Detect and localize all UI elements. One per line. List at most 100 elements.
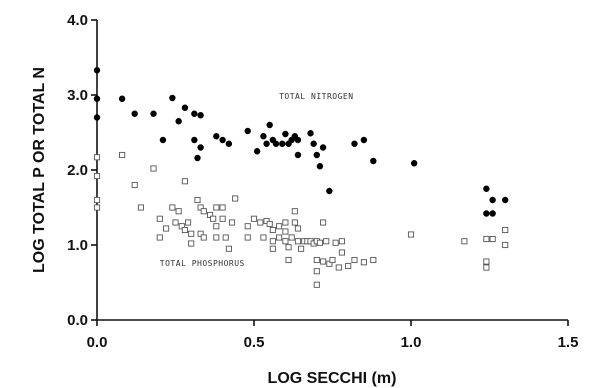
phosphorus-point [320, 258, 327, 265]
y-tick-label: 4.0 [67, 12, 88, 29]
phosphorus-point [338, 249, 345, 256]
phosphorus-point [93, 154, 101, 161]
nitrogen-point [307, 130, 314, 137]
phosphorus-point [197, 230, 204, 237]
phosphorus-point [276, 234, 283, 241]
phosphorus-point [345, 262, 352, 270]
phosphorus-point [156, 234, 163, 241]
x-axis-title: LOG SECCHI (m) [268, 370, 397, 387]
nitrogen-point [410, 160, 418, 167]
nitrogen-point [489, 196, 496, 204]
nitrogen-point [272, 140, 280, 147]
nitrogen-point [319, 144, 327, 151]
nitrogen-point [219, 136, 226, 144]
phosphorus-point [188, 230, 195, 237]
phosphorus-point [200, 208, 207, 215]
phosphorus-point [210, 215, 217, 222]
phosphorus-point [335, 264, 342, 271]
phosphorus-point [156, 215, 163, 222]
nitrogen-point [191, 110, 198, 117]
nitrogen-point [131, 110, 138, 117]
phosphorus-point [244, 234, 251, 241]
phosphorus-point [276, 223, 283, 230]
phosphorus-point [291, 208, 298, 215]
nitrogen-point [191, 136, 198, 144]
phosphorus-point [178, 223, 185, 230]
nitrogen-point [370, 157, 377, 165]
phosphorus-point [316, 239, 323, 246]
phosphorus-point [502, 226, 509, 234]
phosphorus-point [93, 172, 101, 180]
nitrogen-point [294, 136, 302, 144]
phosphorus-point [291, 219, 298, 226]
phosphorus-point [131, 181, 138, 189]
phosphorus-point [213, 204, 220, 211]
phosphorus-point [461, 238, 468, 245]
nitrogen-point [483, 210, 490, 217]
phosphorus-point [502, 241, 509, 249]
y-tick-label: 3.0 [67, 87, 88, 104]
phosphorus-point [298, 245, 305, 252]
nitrogen-point [93, 67, 101, 74]
annotations: TOTAL NITROGEN TOTAL PHOSPHORUS [160, 92, 353, 268]
series-annotation: TOTAL NITROGEN [279, 92, 353, 101]
phosphorus-point [320, 219, 327, 226]
phosphorus-point [93, 196, 101, 204]
phosphorus-point [338, 238, 345, 245]
nitrogen-point [159, 136, 167, 144]
phosphorus-point [219, 215, 226, 222]
phosphorus-point [483, 264, 490, 271]
phosphorus-point [483, 235, 490, 243]
phosphorus-point [329, 256, 336, 264]
nitrogen-point [197, 112, 204, 119]
y-tick-label: 0.0 [67, 312, 88, 329]
phosphorus-point [137, 204, 145, 211]
phosphorus-point [222, 234, 229, 241]
x-tick-label: 1.0 [401, 334, 422, 351]
phosphorus-point [172, 219, 179, 226]
y-axis-title: LOG TOTAL P OR TOTAL N [31, 67, 48, 273]
data-points [93, 67, 509, 288]
phosphorus-point [313, 281, 320, 288]
phosphorus-point [257, 219, 264, 226]
nitrogen-point [502, 196, 509, 204]
nitrogen-point [282, 130, 289, 138]
nitrogen-point [316, 163, 324, 170]
nitrogen-point [118, 95, 126, 102]
phosphorus-point [489, 235, 496, 243]
phosphorus-point [332, 239, 339, 246]
nitrogen-point [197, 144, 204, 151]
nitrogen-point [266, 121, 273, 129]
nitrogen-point [244, 127, 251, 135]
y-ticks: 0.0 1.0 2.0 3.0 4.0 [67, 12, 97, 329]
phosphorus-point [185, 219, 192, 226]
phosphorus-point [244, 223, 251, 230]
phosphorus-point [282, 238, 289, 245]
nitrogen-point [263, 140, 270, 147]
phosphorus-point [326, 260, 333, 267]
phosphorus-point [294, 238, 302, 245]
nitrogen-point [181, 104, 189, 111]
nitrogen-point [169, 94, 176, 102]
phosphorus-point [407, 231, 415, 238]
phosphorus-point [285, 256, 292, 264]
nitrogen-point [93, 114, 101, 121]
series-annotation: TOTAL PHOSPHORUS [160, 259, 245, 268]
phosphorus-point [250, 215, 258, 222]
phosphorus-point [294, 225, 302, 232]
phosphorus-point [266, 220, 273, 228]
phosphorus-point [169, 204, 176, 211]
phosphorus-point [269, 226, 276, 234]
phosphorus-point [313, 268, 320, 275]
x-tick-label: 0.0 [87, 334, 108, 351]
nitrogen-point [360, 136, 368, 144]
phosphorus-point [313, 256, 320, 264]
phosphorus-point [197, 204, 204, 211]
nitrogen-point [294, 151, 302, 159]
phosphorus-point [206, 211, 214, 219]
phosphorus-point [269, 245, 276, 252]
phosphorus-point [285, 244, 292, 251]
nitrogen-point [279, 140, 286, 147]
phosphorus-point [260, 234, 267, 241]
